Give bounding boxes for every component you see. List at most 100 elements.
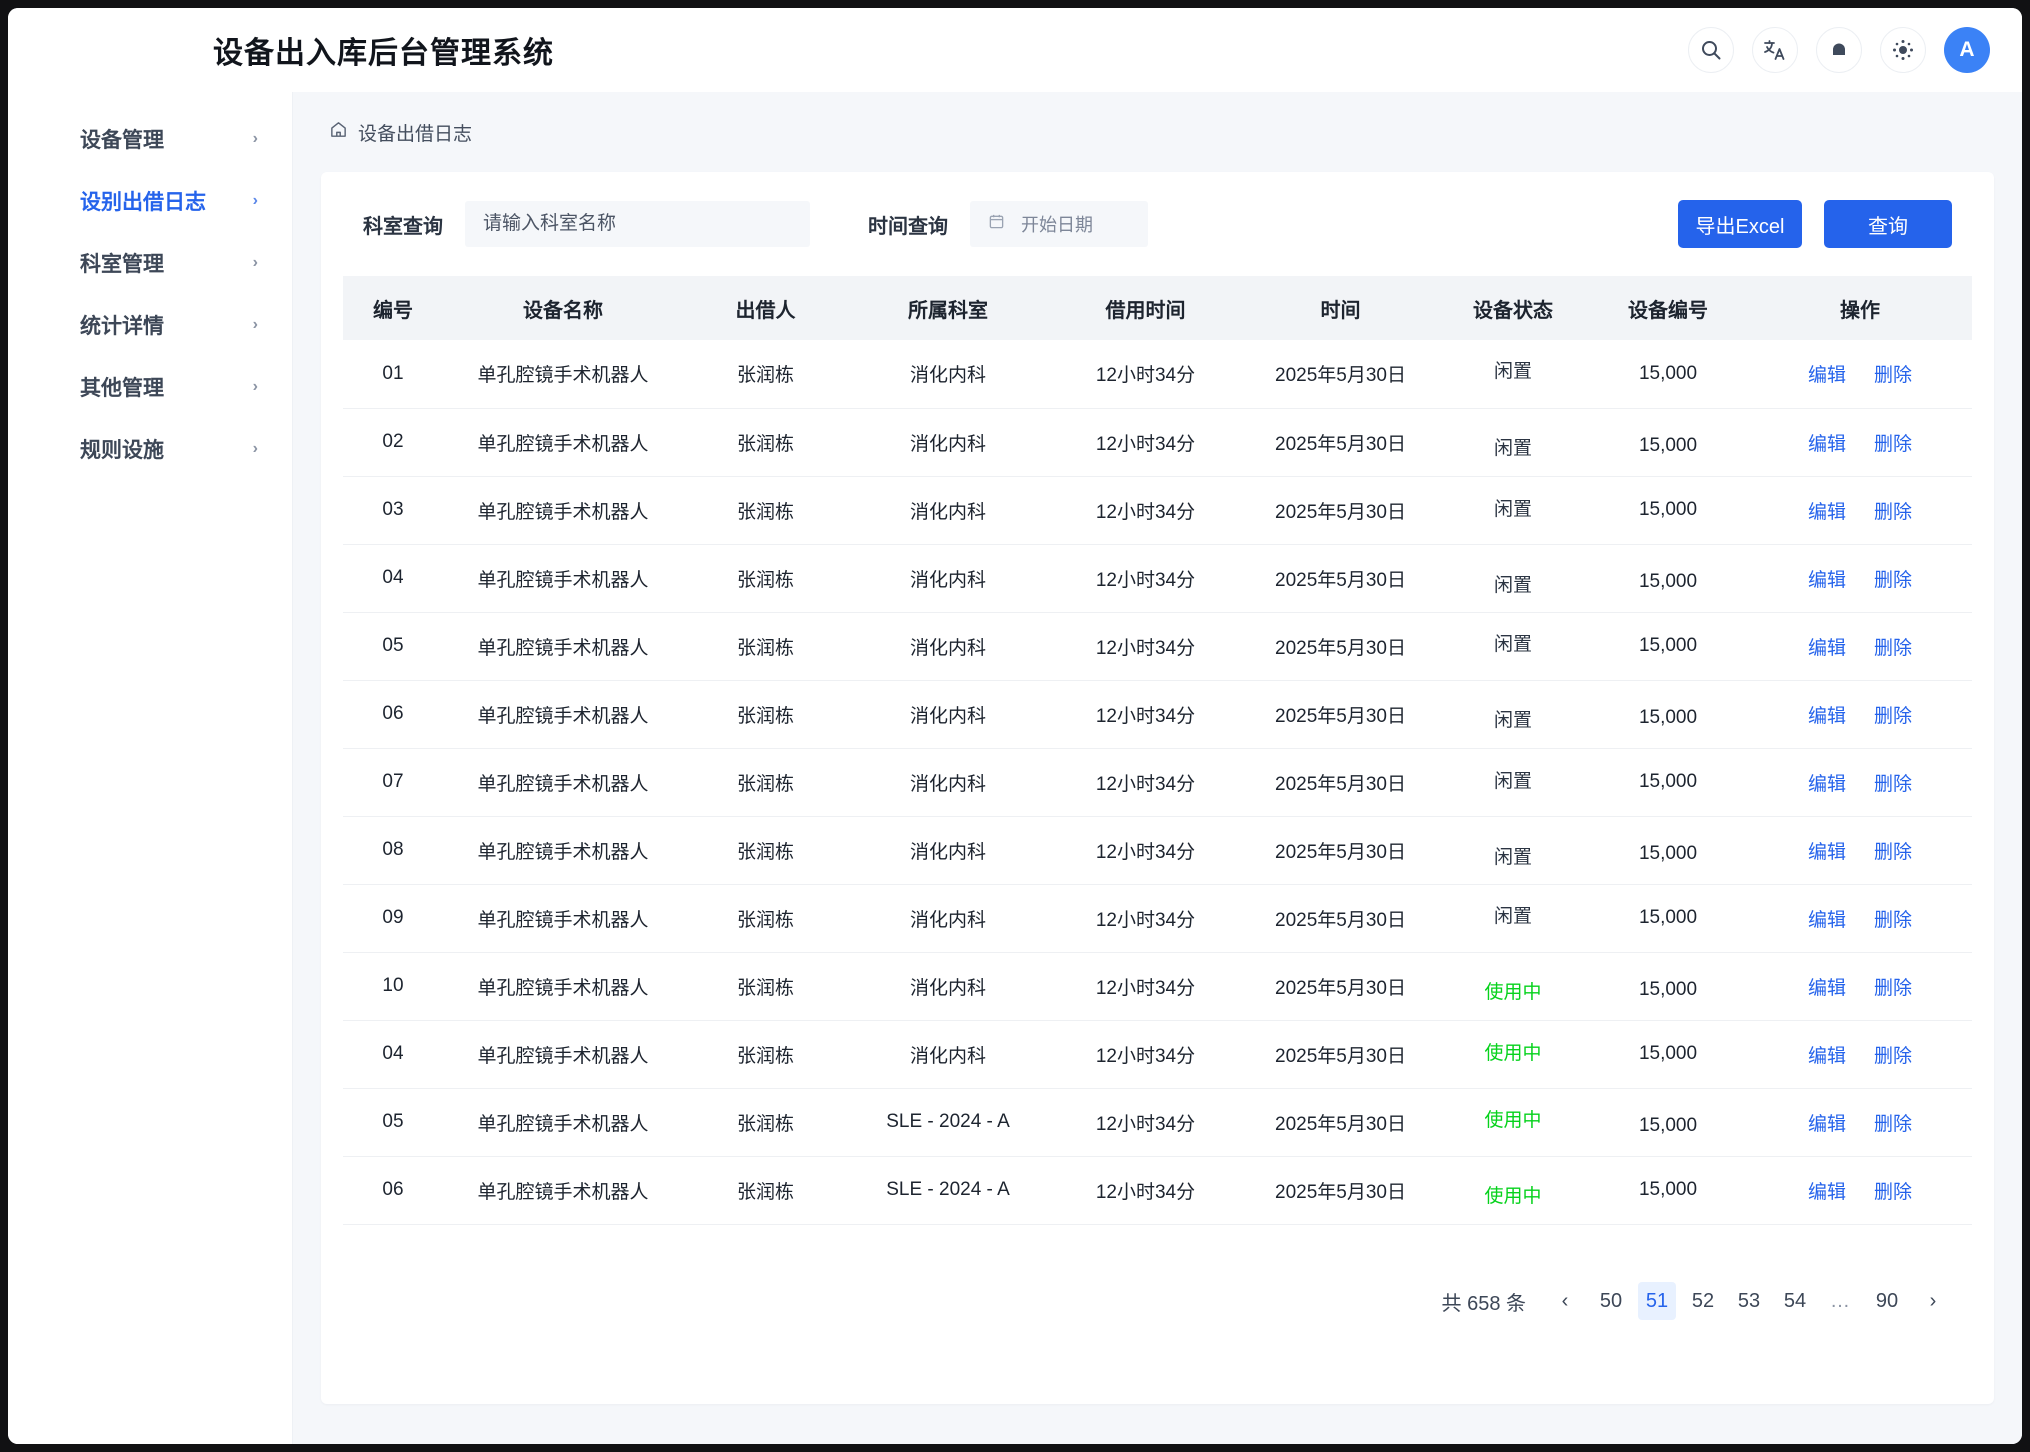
status-badge: 闲置	[1438, 408, 1588, 477]
sidebar-item-other-management[interactable]: 其他管理 ›	[8, 356, 292, 418]
pagination-ellipsis[interactable]: …	[1830, 1289, 1852, 1312]
delete-link[interactable]: 删除	[1874, 1045, 1913, 1067]
borrow-duration: 12小时34分	[1048, 340, 1243, 409]
edit-link[interactable]: 编辑	[1807, 1181, 1846, 1203]
status-badge: 闲置	[1438, 680, 1588, 749]
delete-link[interactable]: 删除	[1874, 977, 1913, 999]
department-name: 消化内科	[848, 340, 1048, 409]
borrow-duration: 12小时34分	[1048, 1020, 1243, 1089]
status-badge: 闲置	[1438, 612, 1588, 681]
row-id: 07	[343, 748, 443, 817]
pagination-page-90[interactable]: 90	[1875, 1289, 1899, 1312]
row-id: 04	[343, 544, 443, 613]
delete-link[interactable]: 删除	[1874, 909, 1913, 931]
export-excel-button[interactable]: 导出Excel	[1678, 200, 1802, 248]
device-name: 单孔腔镜手术机器人	[443, 544, 683, 613]
table-row: 10 单孔腔镜手术机器人 张润栋 消化内科 12小时34分 2025年5月30日 使用中 15…	[343, 952, 1972, 1021]
sidebar-item-label: 设备管理	[80, 129, 164, 152]
edit-link[interactable]: 编辑	[1807, 365, 1846, 387]
delete-link[interactable]: 删除	[1874, 501, 1913, 523]
borrow-duration: 12小时34分	[1048, 1088, 1243, 1157]
table-row: 04 单孔腔镜手术机器人 张润栋 消化内科 12小时34分 2025年5月30日 使用中 15…	[343, 1020, 1972, 1089]
sidebar-item-equipment-management[interactable]: 设备管理 ›	[8, 108, 292, 170]
borrow-date: 2025年5月30日	[1243, 1020, 1438, 1089]
department-name: 消化内科	[848, 816, 1048, 885]
device-code: 15,000	[1588, 680, 1748, 749]
start-date-picker[interactable]: 开始日期	[970, 201, 1148, 247]
brightness-theme-icon[interactable]	[1880, 27, 1926, 73]
delete-link[interactable]: 删除	[1874, 433, 1913, 455]
delete-link[interactable]: 删除	[1874, 569, 1913, 591]
department-name: 消化内科	[848, 1020, 1048, 1089]
edit-link[interactable]: 编辑	[1807, 501, 1846, 523]
sidebar-item-borrow-log[interactable]: 设别出借日志 ›	[8, 170, 292, 232]
device-name: 单孔腔镜手术机器人	[443, 884, 683, 953]
pagination-page-50[interactable]: 50	[1599, 1289, 1623, 1312]
sidebar-item-rule-settings[interactable]: 规则设施 ›	[8, 418, 292, 480]
delete-link[interactable]: 删除	[1874, 841, 1913, 863]
column-header-status: 设备状态	[1438, 276, 1588, 340]
sidebar-item-statistics[interactable]: 统计详情 ›	[8, 294, 292, 356]
breadcrumb: 设备出借日志	[329, 114, 1994, 150]
lender-name: 张润栋	[683, 340, 848, 409]
table-row: 06 单孔腔镜手术机器人 张润栋 SLE - 2024 - A 12小时34分 2025年…	[343, 1156, 1972, 1225]
home-icon[interactable]	[329, 120, 348, 145]
edit-link[interactable]: 编辑	[1807, 841, 1846, 863]
table-row: 09 单孔腔镜手术机器人 张润栋 消化内科 12小时34分 2025年5月30日 闲置 15,…	[343, 884, 1972, 953]
delete-link[interactable]: 删除	[1874, 773, 1913, 795]
pagination-page-54[interactable]: 54	[1783, 1289, 1807, 1312]
device-name: 单孔腔镜手术机器人	[443, 1156, 683, 1225]
main-content: 设备出借日志 科室查询 时间查询	[293, 92, 2022, 1444]
notification-bell-icon[interactable]	[1816, 27, 1862, 73]
delete-link[interactable]: 删除	[1874, 637, 1913, 659]
page-title: 设备出入库后台管理系统	[213, 37, 554, 70]
sidebar-item-department-management[interactable]: 科室管理 ›	[8, 232, 292, 294]
table-row: 03 单孔腔镜手术机器人 张润栋 消化内科 12小时34分 2025年5月30日 闲置 15,…	[343, 476, 1972, 545]
avatar[interactable]: A	[1944, 27, 1990, 73]
filter-bar: 科室查询 时间查询 开始日期	[321, 172, 1994, 276]
lender-name: 张润栋	[683, 612, 848, 681]
row-actions: 编辑 删除	[1748, 612, 1972, 681]
lender-name: 张润栋	[683, 680, 848, 749]
pagination-page-51[interactable]: 51	[1638, 1282, 1676, 1320]
row-id: 10	[343, 952, 443, 1021]
breadcrumb-current: 设备出借日志	[358, 123, 473, 145]
status-badge: 使用中	[1438, 952, 1588, 1021]
edit-link[interactable]: 编辑	[1807, 637, 1846, 659]
chevron-right-icon[interactable]: ›	[1929, 1289, 1937, 1312]
column-header-actions: 操作	[1748, 276, 1972, 340]
pagination-page-53[interactable]: 53	[1737, 1289, 1761, 1312]
delete-link[interactable]: 删除	[1874, 705, 1913, 727]
row-id: 03	[343, 476, 443, 545]
pagination-page-52[interactable]: 52	[1691, 1289, 1715, 1312]
edit-link[interactable]: 编辑	[1807, 433, 1846, 455]
row-actions: 编辑 删除	[1748, 816, 1972, 885]
search-icon[interactable]	[1688, 27, 1734, 73]
edit-link[interactable]: 编辑	[1807, 1113, 1846, 1135]
borrow-duration: 12小时34分	[1048, 544, 1243, 613]
lender-name: 张润栋	[683, 1088, 848, 1157]
edit-link[interactable]: 编辑	[1807, 909, 1846, 931]
device-name: 单孔腔镜手术机器人	[443, 952, 683, 1021]
row-id: 01	[343, 340, 443, 409]
delete-link[interactable]: 删除	[1874, 365, 1913, 387]
edit-link[interactable]: 编辑	[1807, 773, 1846, 795]
column-header-department: 所属科室	[848, 276, 1048, 340]
delete-link[interactable]: 删除	[1874, 1181, 1913, 1203]
edit-link[interactable]: 编辑	[1807, 569, 1846, 591]
edit-link[interactable]: 编辑	[1807, 977, 1846, 999]
content-card: 科室查询 时间查询 开始日期	[321, 172, 1994, 1404]
device-code: 15,000	[1588, 884, 1748, 953]
device-code: 15,000	[1588, 476, 1748, 545]
calendar-icon	[988, 213, 1005, 235]
delete-link[interactable]: 删除	[1874, 1113, 1913, 1135]
edit-link[interactable]: 编辑	[1807, 1045, 1846, 1067]
department-search-input[interactable]	[465, 201, 810, 247]
translate-icon[interactable]	[1752, 27, 1798, 73]
device-code: 15,000	[1588, 544, 1748, 613]
row-actions: 编辑 删除	[1748, 340, 1972, 409]
query-button[interactable]: 查询	[1824, 200, 1952, 248]
borrow-duration: 12小时34分	[1048, 680, 1243, 749]
edit-link[interactable]: 编辑	[1807, 705, 1846, 727]
chevron-left-icon[interactable]: ‹	[1561, 1289, 1569, 1312]
